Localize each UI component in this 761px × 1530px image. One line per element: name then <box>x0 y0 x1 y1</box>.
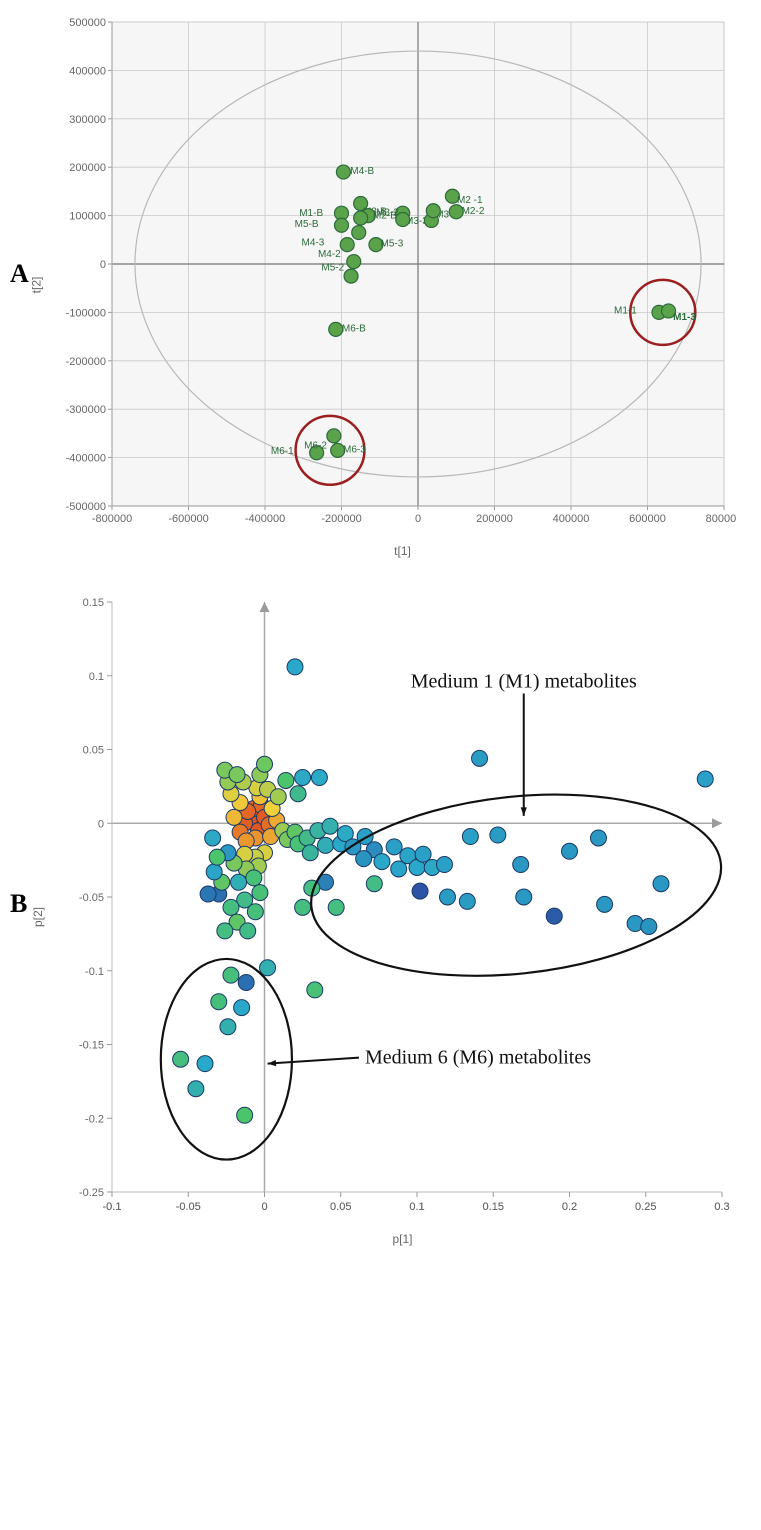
svg-text:0.3: 0.3 <box>714 1201 729 1213</box>
svg-text:-400000: -400000 <box>245 513 285 525</box>
svg-text:0.1: 0.1 <box>89 671 104 683</box>
svg-text:M6-3: M6-3 <box>343 444 366 455</box>
svg-text:-0.25: -0.25 <box>79 1187 104 1199</box>
svg-text:0.2: 0.2 <box>562 1201 577 1213</box>
svg-text:M4-3: M4-3 <box>301 238 324 249</box>
panel-a-ylabel: t[2] <box>29 277 43 294</box>
svg-text:-600000: -600000 <box>168 513 208 525</box>
panel-a-label: A <box>10 259 29 289</box>
panel-b: B p[2] -0.1-0.0500.050.10.150.20.250.3-0… <box>12 588 749 1246</box>
svg-text:-200000: -200000 <box>321 513 361 525</box>
svg-text:200000: 200000 <box>476 513 513 525</box>
svg-text:M2-2: M2-2 <box>462 206 485 217</box>
svg-text:M1-B: M1-B <box>299 208 323 219</box>
svg-text:-100000: -100000 <box>66 307 106 319</box>
svg-text:M1-1: M1-1 <box>614 305 637 316</box>
svg-text:0.05: 0.05 <box>83 745 104 757</box>
svg-text:400000: 400000 <box>69 65 106 77</box>
svg-text:0.15: 0.15 <box>83 597 104 609</box>
svg-text:-500000: -500000 <box>66 501 106 513</box>
svg-text:Medium 6 (M6) metabolites: Medium 6 (M6) metabolites <box>365 1047 591 1069</box>
svg-text:0: 0 <box>415 513 421 525</box>
svg-text:M1-3: M1-3 <box>673 312 696 323</box>
svg-text:600000: 600000 <box>629 513 666 525</box>
figure: A t[2] -800000 -600000 -400000 -200000 0 2000… <box>12 12 749 1246</box>
svg-text:-0.1: -0.1 <box>103 1201 122 1213</box>
svg-text:M5-B: M5-B <box>295 219 319 230</box>
panel-b-xlabel: p[1] <box>56 1232 749 1246</box>
svg-text:0.1: 0.1 <box>409 1201 424 1213</box>
svg-text:M6-B: M6-B <box>342 323 366 334</box>
svg-text:Medium 1 (M1) metabolites: Medium 1 (M1) metabolites <box>411 671 637 693</box>
svg-text:0.05: 0.05 <box>330 1201 351 1213</box>
panel-a-scatter: -800000 -600000 -400000 -200000 0 200000 40000… <box>56 12 736 540</box>
panel-b-scatter: -0.1 -0.05 0 0.05 0.1 0.15 0.2 0.25 0.3 -0.1 -0.05… <box>56 588 736 1228</box>
svg-text:-800000: -800000 <box>92 513 132 525</box>
svg-text:M5-3: M5-3 <box>381 239 404 250</box>
svg-text:400000: 400000 <box>553 513 590 525</box>
svg-text:-0.2: -0.2 <box>85 1113 104 1125</box>
svg-text:M3-2: M3-2 <box>376 208 399 219</box>
svg-text:M6-1: M6-1 <box>271 446 294 457</box>
panel-b-label: B <box>10 889 27 919</box>
panel-b-ylabel: p[2] <box>31 907 45 927</box>
svg-text:M4-2: M4-2 <box>318 249 341 260</box>
svg-text:M5-2: M5-2 <box>321 262 344 273</box>
svg-text:0: 0 <box>98 818 104 830</box>
panel-a: A t[2] -800000 -600000 -400000 -200000 0 2000… <box>12 12 749 558</box>
svg-text:0.15: 0.15 <box>483 1201 504 1213</box>
svg-text:-200000: -200000 <box>66 356 106 368</box>
svg-text:0: 0 <box>261 1201 267 1213</box>
panel-b-chart-wrap: p[2] -0.1-0.0500.050.10.150.20.250.3-0.1… <box>56 588 749 1246</box>
svg-text:-0.15: -0.15 <box>79 1040 104 1052</box>
panel-a-xlabel: t[1] <box>56 544 749 558</box>
svg-text:M4-B: M4-B <box>350 166 374 177</box>
svg-text:200000: 200000 <box>69 162 106 174</box>
svg-text:-300000: -300000 <box>66 404 106 416</box>
svg-text:0: 0 <box>100 259 106 271</box>
svg-text:300000: 300000 <box>69 114 106 126</box>
svg-text:500000: 500000 <box>69 17 106 29</box>
svg-text:-0.1: -0.1 <box>85 966 104 978</box>
panel-a-chart-wrap: t[2] -800000-600000-400000-2000000200000… <box>56 12 749 558</box>
svg-text:-0.05: -0.05 <box>79 892 104 904</box>
svg-text:800000: 800000 <box>706 513 736 525</box>
svg-text:M2 -1: M2 -1 <box>457 195 483 206</box>
svg-text:100000: 100000 <box>69 211 106 223</box>
svg-text:-0.05: -0.05 <box>176 1201 201 1213</box>
svg-text:M6-2: M6-2 <box>304 441 327 452</box>
svg-text:0.25: 0.25 <box>635 1201 656 1213</box>
svg-text:-400000: -400000 <box>66 453 106 465</box>
